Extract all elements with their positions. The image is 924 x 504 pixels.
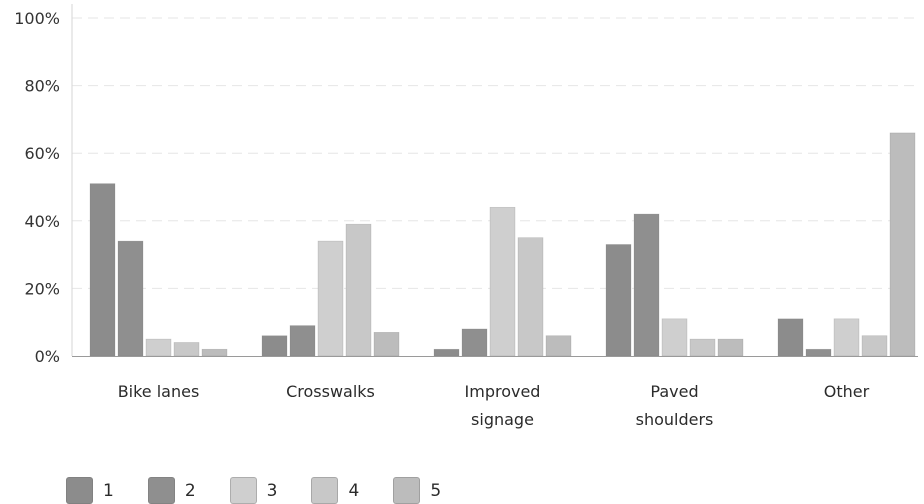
legend-label: 2 [184,480,196,501]
bar-series-4-0 [173,342,200,357]
legend-label: 1 [103,480,114,501]
legend-item: 3 [229,477,278,504]
y-tick-label: 80% [24,77,60,96]
bar-series-3-2 [489,206,516,357]
bar-series-1-1 [261,335,288,357]
bar-series-4-1 [345,223,372,357]
bar-chart: 0% 20% 40% 60% 80% 100% Bike lanes Crosswalks I… [14,4,918,429]
legend-swatch [229,477,257,504]
legend: 1 2 3 4 5 [66,477,475,504]
y-tick-label: 100% [14,9,60,28]
legend-item: 2 [147,477,196,504]
y-tick-label: 60% [24,144,60,163]
bar-series-5-2 [545,335,572,357]
x-axis-categories: Bike lanes Crosswalks Improved signage Paved… [118,382,870,429]
bar-series-1-2 [433,348,460,357]
y-tick-label: 20% [24,279,60,298]
bars [89,132,916,357]
bar-series-2-2 [461,328,488,357]
legend-swatch [311,477,339,504]
legend-item: 5 [393,477,441,504]
legend-swatch [66,477,93,504]
bar-series-4-4 [861,335,888,357]
legend-swatch [147,477,175,504]
bar-series-3-1 [317,240,344,357]
x-category-label: Crosswalks [286,382,375,401]
bar-series-5-0 [201,348,228,357]
bar-series-1-3 [605,244,632,357]
bar-series-2-1 [289,325,316,357]
bar-series-2-0 [117,240,144,357]
x-category-label: Paved shoulders [636,382,714,429]
y-tick-label: 40% [24,212,60,231]
legend-swatch [393,477,421,504]
bar-series-3-4 [833,318,860,357]
x-category-label: Other [824,382,870,401]
bar-series-3-3 [661,318,688,357]
bar-series-2-4 [805,348,832,357]
bar-series-1-4 [777,318,804,357]
bar-series-1-0 [89,183,116,357]
legend-label: 5 [430,480,442,501]
bar-series-5-1 [373,332,400,357]
bar-series-5-4 [889,132,916,357]
legend-item: 4 [311,477,359,504]
bar-series-2-3 [633,213,660,357]
legend-label: 3 [266,480,278,501]
bar-series-4-3 [689,338,716,357]
y-tick-label: 0% [35,347,60,366]
x-category-label: Improved signage [465,382,541,429]
x-category-label: Bike lanes [118,382,200,401]
legend-item: 1 [66,477,114,504]
bar-series-3-0 [145,338,172,357]
y-axis-ticks: 0% 20% 40% 60% 80% 100% [14,9,60,366]
bar-series-5-3 [717,338,744,357]
legend-label: 4 [348,480,360,501]
bar-series-4-2 [517,237,544,357]
